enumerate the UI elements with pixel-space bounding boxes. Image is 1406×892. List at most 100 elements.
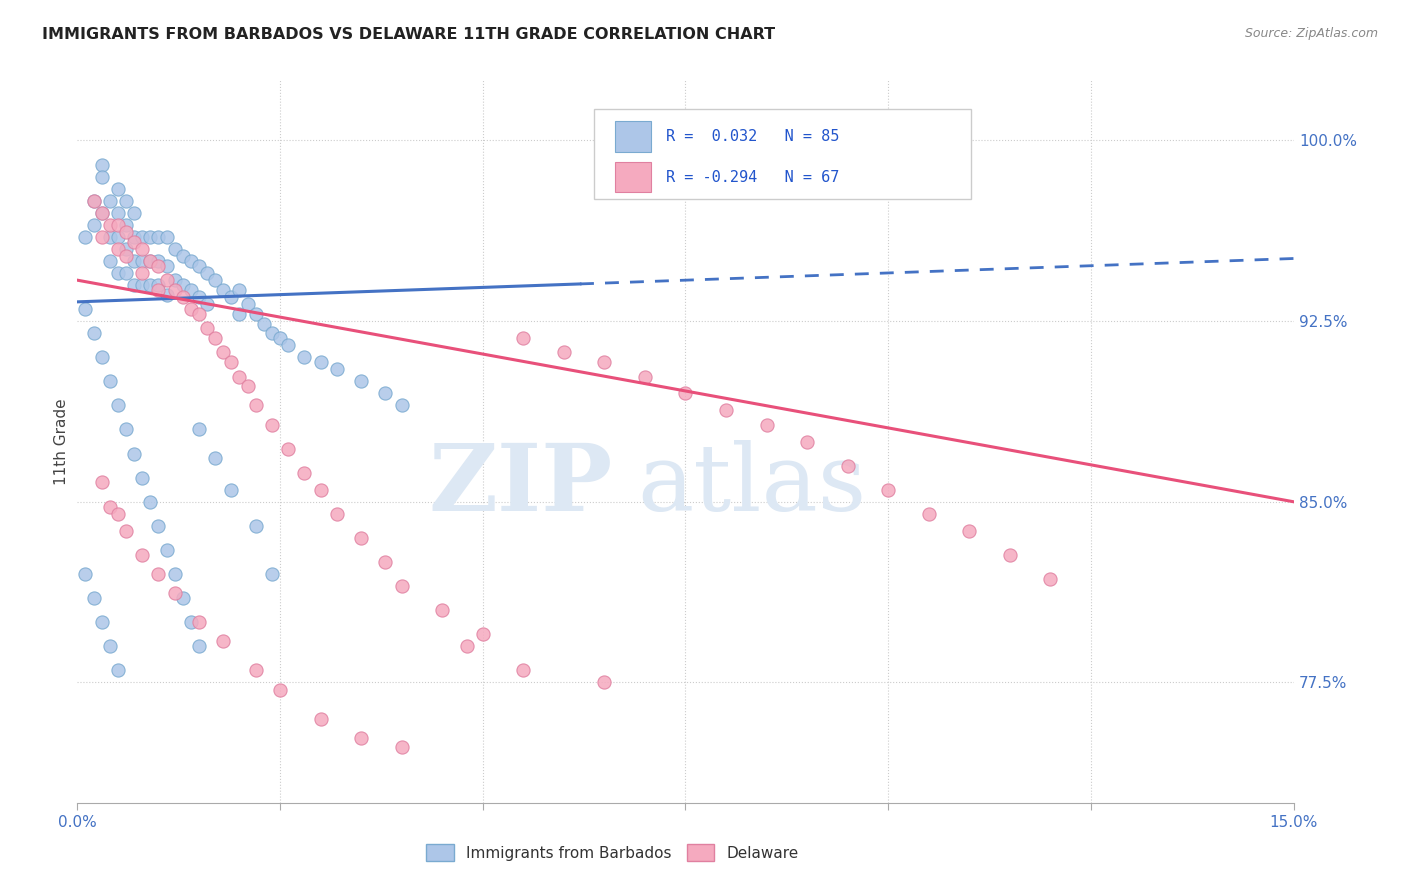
Point [236,379,259,393]
Text: Source: ZipAtlas.com: Source: ZipAtlas.com [1244,27,1378,40]
Point [107,230,129,244]
Point [115,194,138,208]
Point [1039,572,1062,586]
Point [107,181,129,195]
Point [172,249,194,263]
Point [83,194,105,208]
Point [309,355,332,369]
Point [139,253,162,268]
Point [918,507,941,521]
Point [98,230,121,244]
Point [204,273,226,287]
Point [326,362,349,376]
Text: atlas: atlas [637,440,866,530]
Point [391,398,413,412]
Text: ZIP: ZIP [429,440,613,530]
Point [83,326,105,340]
Point [292,350,315,364]
Point [188,290,211,304]
Point [877,483,900,497]
Point [172,278,194,293]
Point [139,253,162,268]
Point [163,283,186,297]
Point [131,470,153,484]
Point [107,218,129,232]
Point [796,434,818,449]
Point [115,423,138,437]
Point [75,230,97,244]
Point [155,273,177,287]
Point [83,218,105,232]
Point [260,326,283,340]
Point [90,169,112,184]
Point [172,290,194,304]
Point [260,417,283,432]
Point [634,369,657,384]
Point [98,374,121,388]
Point [163,567,186,582]
Point [221,483,243,497]
Point [188,615,211,629]
Point [180,253,202,268]
Point [593,355,616,369]
Point [155,259,177,273]
Point [98,639,121,653]
Point [188,423,211,437]
Point [90,615,112,629]
Point [245,518,267,533]
Point [98,218,121,232]
Point [998,548,1021,562]
Text: R = -0.294   N = 67: R = -0.294 N = 67 [666,169,839,185]
Point [139,278,162,293]
Point [253,317,276,331]
Point [269,682,291,697]
Point [204,331,226,345]
Point [593,675,616,690]
Point [90,205,112,219]
Point [391,740,413,755]
Point [228,307,250,321]
Point [204,451,226,466]
Point [180,615,202,629]
Point [131,266,153,280]
Point [172,591,194,605]
Point [180,301,202,316]
Point [107,205,129,219]
Point [148,567,170,582]
Point [163,242,186,256]
Point [148,518,170,533]
Point [163,586,186,600]
Point [131,548,153,562]
Point [98,253,121,268]
Point [107,507,129,521]
Point [837,458,859,473]
Point [83,591,105,605]
Point [122,253,145,268]
Point [714,403,737,417]
Point [391,579,413,593]
Point [83,194,105,208]
Point [148,259,170,273]
Point [139,230,162,244]
Point [90,205,112,219]
Point [155,542,177,557]
Point [90,475,112,490]
FancyBboxPatch shape [614,121,651,152]
Point [228,369,250,384]
Point [277,338,299,352]
Point [107,266,129,280]
Point [131,253,153,268]
FancyBboxPatch shape [614,162,651,193]
Point [212,345,235,359]
Point [245,398,267,412]
Point [374,386,396,401]
Point [471,627,494,641]
Y-axis label: 11th Grade: 11th Grade [53,398,69,485]
Point [512,331,534,345]
Point [374,555,396,569]
Point [148,278,170,293]
Point [350,374,373,388]
Point [212,283,235,297]
Point [195,297,218,311]
Point [512,663,534,677]
